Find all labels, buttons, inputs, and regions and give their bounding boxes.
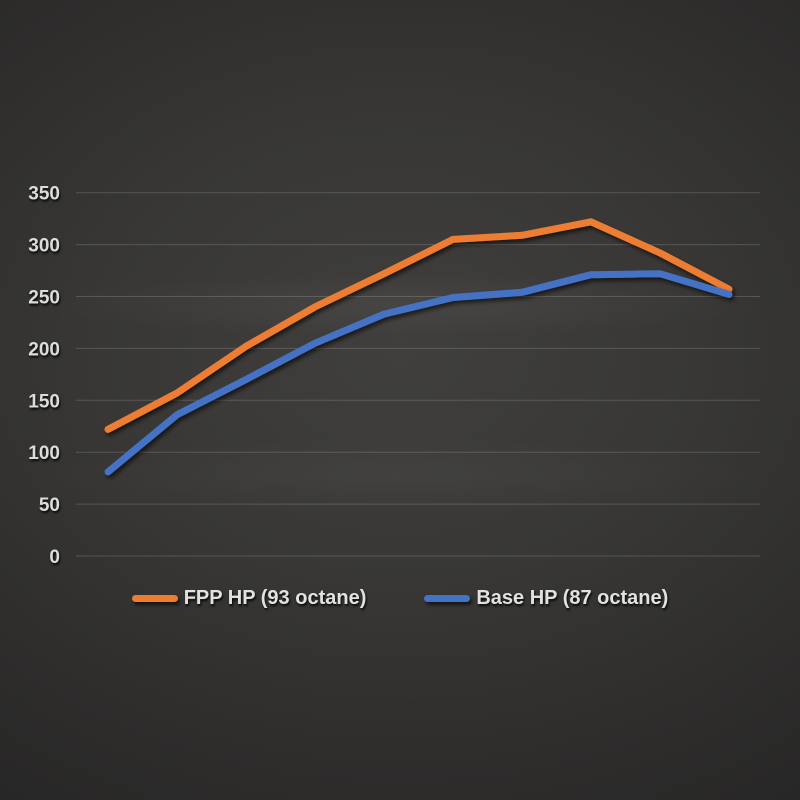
y-axis-tick-label: 150 xyxy=(28,391,60,412)
fpp-series-label: FPP HP (93 octane) xyxy=(183,587,367,609)
y-axis-tick-label: 0 xyxy=(49,547,60,568)
y-axis-tick-label: 100 xyxy=(28,443,60,464)
legend-item-fpp-hp: FPP HP (93 octane) xyxy=(131,587,367,610)
legend-item-base-hp: Base HP (87 octane) xyxy=(424,587,668,610)
y-axis-tick-label: 300 xyxy=(28,236,60,257)
fpp-series-line-swatch xyxy=(131,595,178,602)
base-hp-line xyxy=(104,270,733,476)
y-axis-tick-label: 200 xyxy=(28,339,60,360)
y-axis-tick-label: 50 xyxy=(39,495,60,516)
y-axis-tick-label: 350 xyxy=(28,184,60,205)
chart-legend: FPP HP (93 octane) Base HP (87 octane) xyxy=(0,587,800,610)
fpp-hp-line xyxy=(104,218,733,433)
base-series-label: Base HP (87 octane) xyxy=(476,587,669,609)
y-axis-tick-label: 250 xyxy=(28,288,60,309)
base-series-line-swatch xyxy=(424,595,471,602)
